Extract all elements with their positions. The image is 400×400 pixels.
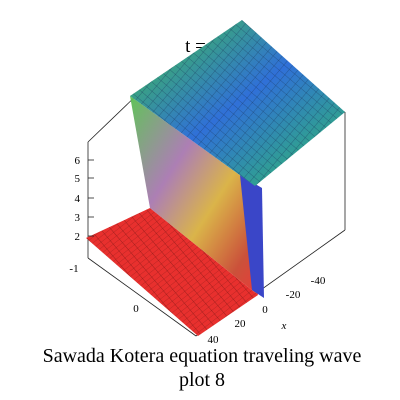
z-tick-label: 5 xyxy=(75,173,81,185)
z-tick-label: 3 xyxy=(75,212,81,224)
plateau-grid xyxy=(130,20,345,186)
caption-line: plot 8 xyxy=(179,369,225,391)
y-tick-label: -1 xyxy=(69,263,78,275)
caption-line: Sawada Kotera equation traveling wave xyxy=(43,345,362,367)
z-ticks xyxy=(88,159,94,237)
z-tick-label: 2 xyxy=(75,231,81,243)
base-surface xyxy=(86,208,258,336)
y-tick-label: 40 xyxy=(208,334,220,346)
x-axis-label: x xyxy=(281,320,287,332)
x-tick-label: -40 xyxy=(311,275,326,287)
z-tick-label: 6 xyxy=(75,155,81,167)
x-tick-label: 0 xyxy=(262,304,268,316)
x-tick-label: 20 xyxy=(235,318,247,330)
wave-wall xyxy=(130,96,258,295)
wall-edge xyxy=(240,175,264,298)
z-tick-label: 4 xyxy=(75,193,81,205)
y-tick-label: 0 xyxy=(133,303,139,315)
x-tick-label: -20 xyxy=(286,289,301,301)
